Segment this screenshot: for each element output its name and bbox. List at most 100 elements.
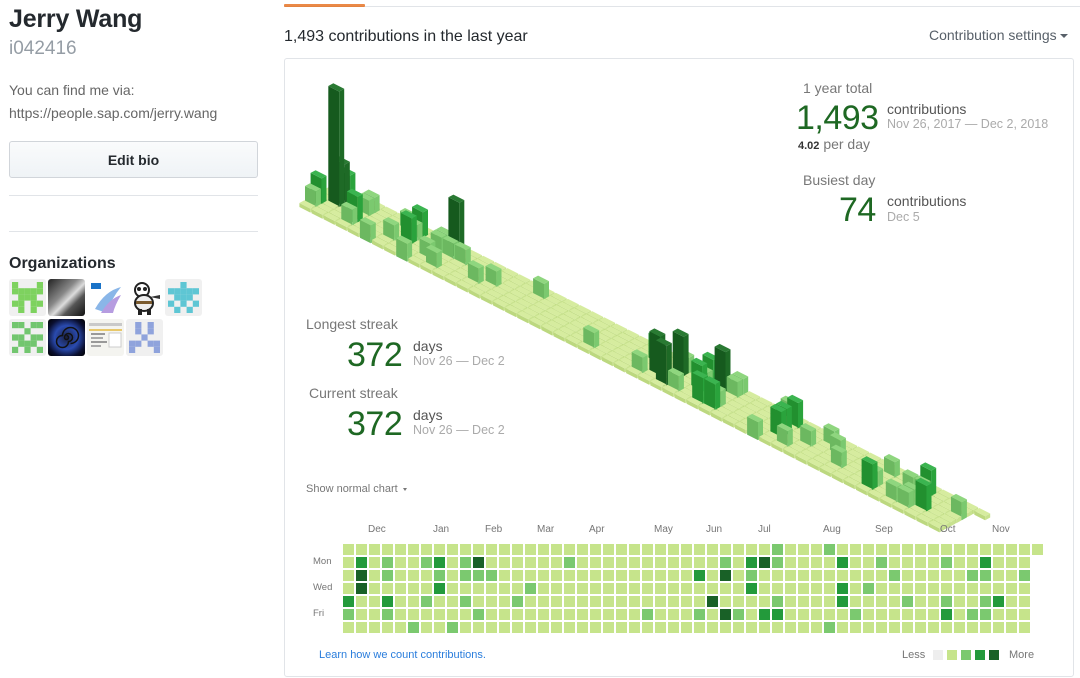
heatmap-day-cell[interactable] bbox=[694, 596, 705, 607]
heatmap-day-cell[interactable] bbox=[499, 583, 510, 594]
heatmap-day-cell[interactable] bbox=[759, 596, 770, 607]
heatmap-day-cell[interactable] bbox=[473, 609, 484, 620]
heatmap-day-cell[interactable] bbox=[538, 609, 549, 620]
heatmap-day-cell[interactable] bbox=[889, 570, 900, 581]
heatmap-day-cell[interactable] bbox=[486, 622, 497, 633]
heatmap-day-cell[interactable] bbox=[369, 583, 380, 594]
heatmap-day-cell[interactable] bbox=[382, 557, 393, 568]
heatmap-day-cell[interactable] bbox=[954, 544, 965, 555]
heatmap-day-cell[interactable] bbox=[733, 596, 744, 607]
heatmap-day-cell[interactable] bbox=[473, 622, 484, 633]
heatmap-day-cell[interactable] bbox=[889, 583, 900, 594]
heatmap-day-cell[interactable] bbox=[642, 596, 653, 607]
heatmap-day-cell[interactable] bbox=[538, 596, 549, 607]
heatmap-day-cell[interactable] bbox=[512, 609, 523, 620]
org-identicon-green-avatar[interactable] bbox=[9, 279, 46, 316]
heatmap-day-cell[interactable] bbox=[642, 544, 653, 555]
heatmap-day-cell[interactable] bbox=[356, 570, 367, 581]
heatmap-day-cell[interactable] bbox=[928, 596, 939, 607]
org-spiral-avatar[interactable] bbox=[48, 319, 85, 356]
heatmap-day-cell[interactable] bbox=[460, 609, 471, 620]
heatmap-day-cell[interactable] bbox=[915, 609, 926, 620]
heatmap-day-cell[interactable] bbox=[915, 622, 926, 633]
heatmap-day-cell[interactable] bbox=[603, 609, 614, 620]
heatmap-day-cell[interactable] bbox=[772, 544, 783, 555]
heatmap-day-cell[interactable] bbox=[941, 583, 952, 594]
heatmap-day-cell[interactable] bbox=[629, 544, 640, 555]
heatmap-day-cell[interactable] bbox=[382, 596, 393, 607]
heatmap-day-cell[interactable] bbox=[980, 557, 991, 568]
heatmap-day-cell[interactable] bbox=[681, 609, 692, 620]
heatmap-day-cell[interactable] bbox=[382, 609, 393, 620]
heatmap-day-cell[interactable] bbox=[499, 609, 510, 620]
heatmap-day-cell[interactable] bbox=[824, 609, 835, 620]
heatmap-day-cell[interactable] bbox=[564, 622, 575, 633]
heatmap-day-cell[interactable] bbox=[408, 583, 419, 594]
heatmap-day-cell[interactable] bbox=[954, 622, 965, 633]
heatmap-day-cell[interactable] bbox=[720, 609, 731, 620]
heatmap-day-cell[interactable] bbox=[902, 622, 913, 633]
heatmap-day-cell[interactable] bbox=[369, 544, 380, 555]
heatmap-day-cell[interactable] bbox=[681, 570, 692, 581]
heatmap-day-cell[interactable] bbox=[577, 583, 588, 594]
heatmap-day-cell[interactable] bbox=[1019, 570, 1030, 581]
heatmap-day-cell[interactable] bbox=[980, 583, 991, 594]
heatmap-day-cell[interactable] bbox=[824, 622, 835, 633]
heatmap-day-cell[interactable] bbox=[434, 583, 445, 594]
heatmap-day-cell[interactable] bbox=[655, 609, 666, 620]
heatmap-day-cell[interactable] bbox=[577, 570, 588, 581]
heatmap-day-cell[interactable] bbox=[941, 557, 952, 568]
heatmap-day-cell[interactable] bbox=[577, 622, 588, 633]
heatmap-day-cell[interactable] bbox=[850, 544, 861, 555]
heatmap-day-cell[interactable] bbox=[759, 609, 770, 620]
heatmap-day-cell[interactable] bbox=[564, 570, 575, 581]
heatmap-day-cell[interactable] bbox=[811, 596, 822, 607]
heatmap-day-cell[interactable] bbox=[863, 544, 874, 555]
heatmap-day-cell[interactable] bbox=[850, 570, 861, 581]
heatmap-day-cell[interactable] bbox=[1019, 609, 1030, 620]
heatmap-day-cell[interactable] bbox=[850, 622, 861, 633]
heatmap-day-cell[interactable] bbox=[668, 570, 679, 581]
heatmap-day-cell[interactable] bbox=[837, 544, 848, 555]
heatmap-day-cell[interactable] bbox=[473, 544, 484, 555]
heatmap-day-cell[interactable] bbox=[447, 557, 458, 568]
heatmap-day-cell[interactable] bbox=[382, 622, 393, 633]
heatmap-day-cell[interactable] bbox=[707, 570, 718, 581]
heatmap-day-cell[interactable] bbox=[811, 609, 822, 620]
heatmap-day-cell[interactable] bbox=[473, 583, 484, 594]
org-screenshot-avatar[interactable] bbox=[87, 319, 124, 356]
heatmap-day-cell[interactable] bbox=[837, 557, 848, 568]
heatmap-day-cell[interactable] bbox=[629, 609, 640, 620]
heatmap-day-cell[interactable] bbox=[902, 570, 913, 581]
heatmap-day-cell[interactable] bbox=[421, 596, 432, 607]
heatmap-day-cell[interactable] bbox=[1019, 583, 1030, 594]
heatmap-day-cell[interactable] bbox=[681, 557, 692, 568]
heatmap-day-cell[interactable] bbox=[356, 557, 367, 568]
heatmap-day-cell[interactable] bbox=[1019, 622, 1030, 633]
heatmap-day-cell[interactable] bbox=[733, 622, 744, 633]
heatmap-day-cell[interactable] bbox=[408, 544, 419, 555]
heatmap-day-cell[interactable] bbox=[551, 583, 562, 594]
heatmap-day-cell[interactable] bbox=[798, 557, 809, 568]
org-sap-logo-avatar[interactable] bbox=[87, 279, 124, 316]
heatmap-day-cell[interactable] bbox=[434, 609, 445, 620]
heatmap-day-cell[interactable] bbox=[421, 622, 432, 633]
heatmap-day-cell[interactable] bbox=[486, 596, 497, 607]
heatmap-day-cell[interactable] bbox=[421, 609, 432, 620]
heatmap-day-cell[interactable] bbox=[668, 596, 679, 607]
heatmap-day-cell[interactable] bbox=[395, 583, 406, 594]
heatmap-day-cell[interactable] bbox=[473, 596, 484, 607]
heatmap-day-cell[interactable] bbox=[486, 544, 497, 555]
heatmap-day-cell[interactable] bbox=[525, 609, 536, 620]
heatmap-day-cell[interactable] bbox=[538, 544, 549, 555]
heatmap-day-cell[interactable] bbox=[772, 596, 783, 607]
heatmap-day-cell[interactable] bbox=[512, 544, 523, 555]
heatmap-day-cell[interactable] bbox=[824, 544, 835, 555]
heatmap-day-cell[interactable] bbox=[772, 557, 783, 568]
heatmap-day-cell[interactable] bbox=[941, 570, 952, 581]
heatmap-day-cell[interactable] bbox=[1019, 596, 1030, 607]
heatmap-day-cell[interactable] bbox=[746, 557, 757, 568]
heatmap-day-cell[interactable] bbox=[941, 609, 952, 620]
heatmap-day-cell[interactable] bbox=[980, 570, 991, 581]
heatmap-day-cell[interactable] bbox=[460, 583, 471, 594]
